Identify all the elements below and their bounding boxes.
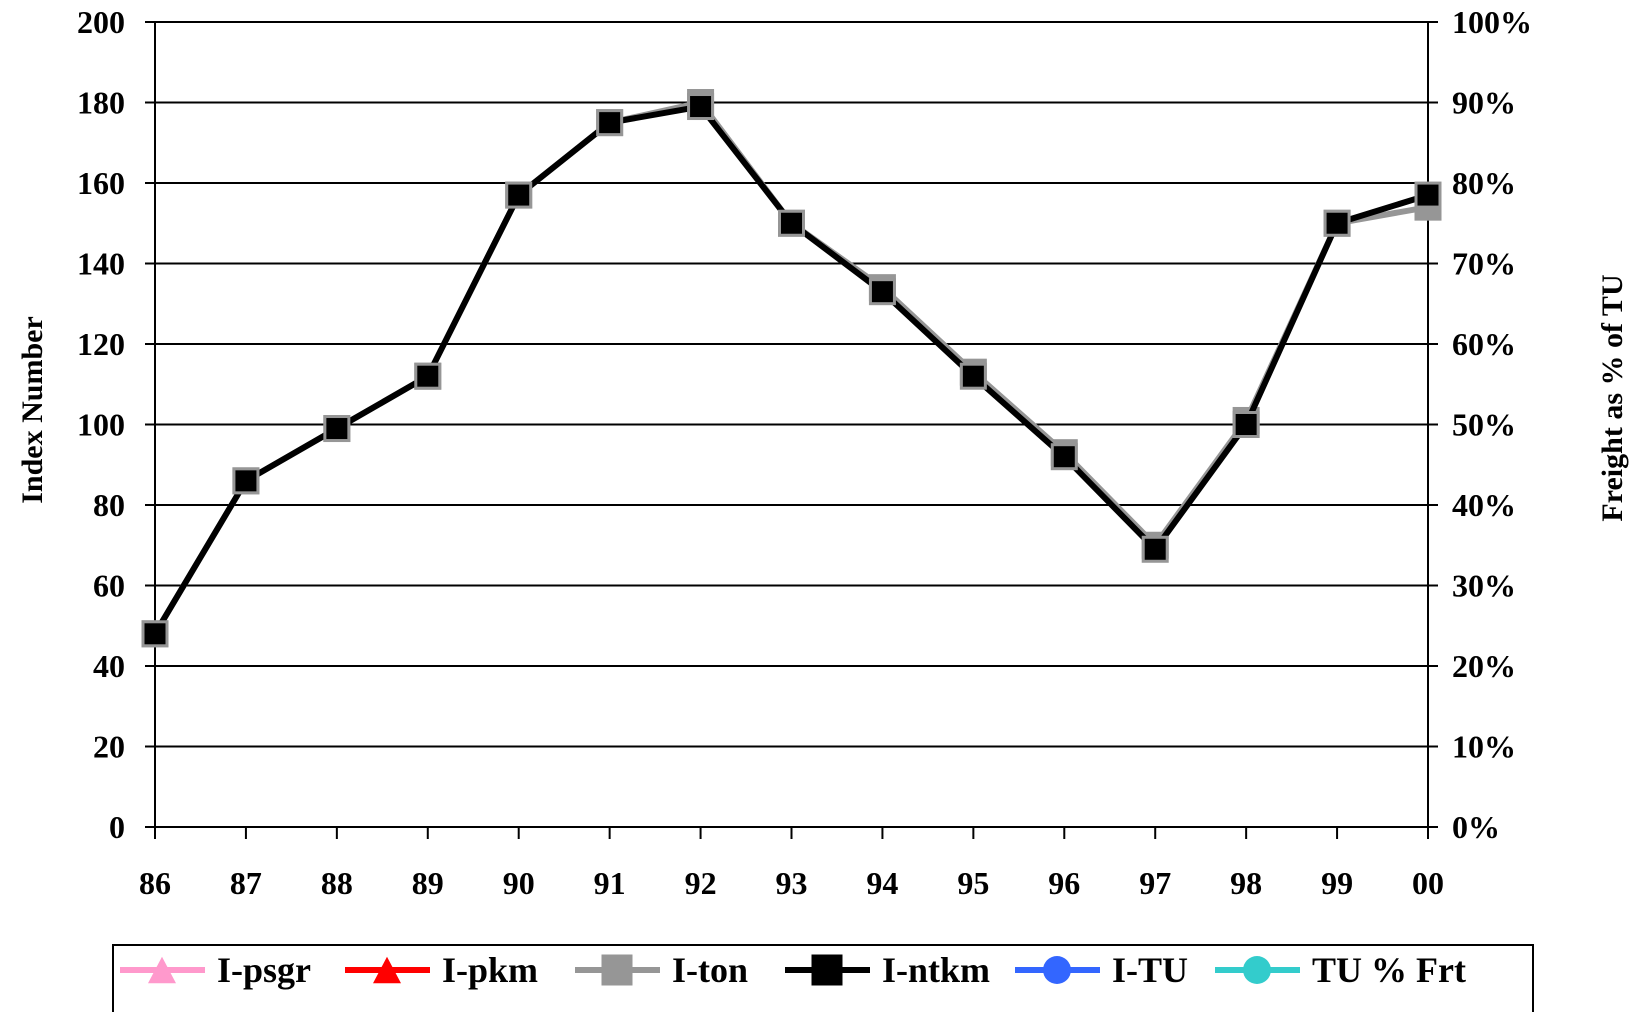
y-tick-label: 20 (93, 729, 125, 765)
y-tick-label: 100 (77, 407, 125, 443)
data-point (141, 620, 169, 648)
legend-label: I-TU (1112, 950, 1188, 990)
data-point (778, 209, 805, 237)
legend-marker (148, 956, 176, 984)
legend-marker (1043, 956, 1071, 984)
data-point (1323, 209, 1351, 237)
axes (145, 21, 1438, 839)
y2-tick-label: 70% (1452, 246, 1516, 282)
data-point (959, 362, 987, 390)
x-axis-tick-labels: 86 87 88 89 90 91 92 93 94 95 96 97 98 99 00 (139, 865, 1444, 901)
legend-entry: I-ntkm (785, 950, 990, 990)
y2-tick-label: 0% (1452, 809, 1500, 845)
legend-marker (1243, 956, 1271, 984)
y2-tick-label: 90% (1452, 85, 1516, 121)
y2-tick-label: 20% (1452, 648, 1516, 684)
y-tick-label: 40 (93, 648, 125, 684)
gridlines (155, 21, 1428, 748)
x-tick-label: 90 (503, 865, 535, 901)
y2-tick-label: 60% (1452, 326, 1516, 362)
x-tick-label: 86 (139, 865, 171, 901)
series-i-ntkm (141, 93, 1442, 648)
legend-label: TU % Frt (1312, 950, 1466, 990)
legend-label: I-ntkm (882, 950, 990, 990)
x-tick-label: 98 (1230, 865, 1262, 901)
y2-tick-label: 10% (1452, 729, 1516, 765)
data-point (505, 181, 533, 209)
y-tick-label: 200 (77, 4, 125, 40)
x-tick-label: 96 (1048, 865, 1080, 901)
legend-marker (601, 954, 633, 986)
x-tick-label: 87 (230, 865, 262, 901)
data-point (687, 93, 715, 121)
y-tick-label: 140 (77, 246, 125, 282)
legend-entry: I-ton (575, 950, 748, 990)
x-tick-label: 91 (594, 865, 626, 901)
y2-tick-label: 40% (1452, 487, 1516, 523)
data-point (1141, 535, 1169, 563)
legend-label: I-ton (672, 950, 748, 990)
x-tick-label: 00 (1412, 865, 1444, 901)
x-tick-label: 95 (957, 865, 989, 901)
data-point (868, 278, 896, 306)
y-tick-label: 160 (77, 165, 125, 201)
y2-axis-label: Freight as % of TU (1596, 274, 1629, 521)
legend-marker (373, 956, 401, 984)
legend-entry: I-TU (1015, 950, 1188, 990)
y2-tick-label: 100% (1452, 4, 1532, 40)
legend-entry: I-psgr (120, 950, 311, 990)
legend-entry: TU % Frt (1215, 950, 1466, 990)
x-tick-label: 97 (1139, 865, 1171, 901)
data-point (323, 415, 351, 443)
data-point (1050, 443, 1078, 471)
y2-tick-label: 50% (1452, 407, 1516, 443)
legend-entry: I-pkm (345, 950, 538, 990)
series-line (152, 103, 1429, 636)
data-point (1232, 411, 1260, 438)
data-point (414, 362, 442, 390)
series-i-ton (141, 89, 1442, 648)
x-tick-label: 88 (321, 865, 353, 901)
x-tick-label: 92 (685, 865, 717, 901)
y-tick-label: 180 (77, 85, 125, 121)
legend: I-psgr I-pkm I-ton I-ntkm I-TU TU % Frt (112, 944, 1534, 1012)
x-tick-label: 99 (1321, 865, 1353, 901)
data-point (1414, 181, 1442, 209)
y-axis-tick-labels: 0 20 40 60 80 100 120 140 160 180 200 (77, 4, 125, 845)
data-point (596, 109, 624, 137)
x-tick-label: 94 (866, 865, 898, 901)
y-tick-label: 120 (77, 326, 125, 362)
legend-label: I-psgr (217, 950, 311, 990)
y2-tick-label: 30% (1452, 568, 1516, 604)
y2-axis-tick-labels: 0% 10% 20% 30% 40% 50% 60% 70% 80% 90% 100% (1452, 4, 1532, 845)
x-tick-label: 93 (776, 865, 808, 901)
series-lines (141, 89, 1442, 648)
y-tick-label: 80 (93, 487, 125, 523)
data-point (232, 467, 260, 495)
x-tick-label: 89 (412, 865, 444, 901)
y-tick-label: 60 (93, 568, 125, 604)
legend-label: I-pkm (442, 950, 538, 990)
legend-marker (811, 954, 843, 986)
y-axis-label: Index Number (16, 316, 49, 504)
y-tick-label: 0 (109, 809, 125, 845)
y2-tick-label: 80% (1452, 165, 1516, 201)
